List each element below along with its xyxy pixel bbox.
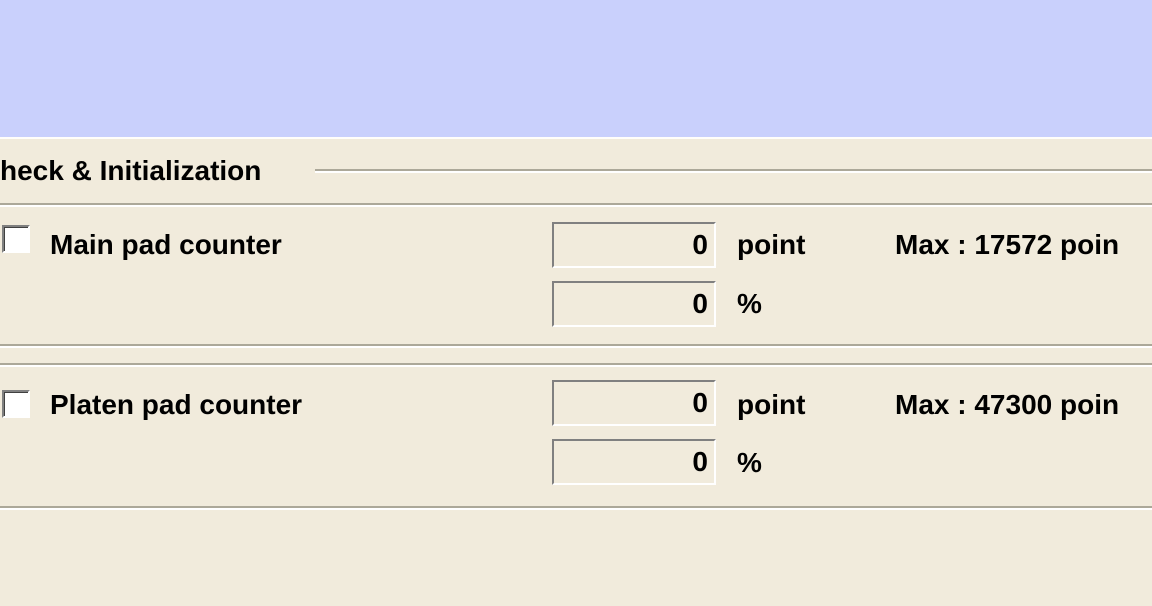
group-line: [315, 169, 1152, 173]
text-field[interactable]: 0: [552, 380, 716, 426]
counter-label: Platen pad counter: [50, 389, 303, 420]
unit: point: [737, 389, 806, 420]
unit: point: [737, 229, 806, 260]
separator: [0, 344, 1152, 348]
unit: %: [737, 288, 762, 319]
group-title: heck & Initialization: [0, 155, 262, 186]
text-field[interactable]: 0: [552, 439, 716, 485]
separator: [0, 363, 1152, 367]
checkbox[interactable]: [2, 225, 30, 253]
checkbox[interactable]: [2, 390, 30, 418]
text-field[interactable]: 0: [552, 222, 716, 268]
separator: [0, 203, 1152, 207]
max-label: Max : 17572 poin: [895, 229, 1120, 260]
text-field[interactable]: 0: [552, 281, 716, 327]
max-label: Max : 47300 poin: [895, 389, 1120, 420]
title-bar-area: [0, 0, 1152, 139]
counter-label: Main pad counter: [50, 229, 282, 260]
separator: [0, 506, 1152, 510]
unit: %: [737, 447, 762, 478]
